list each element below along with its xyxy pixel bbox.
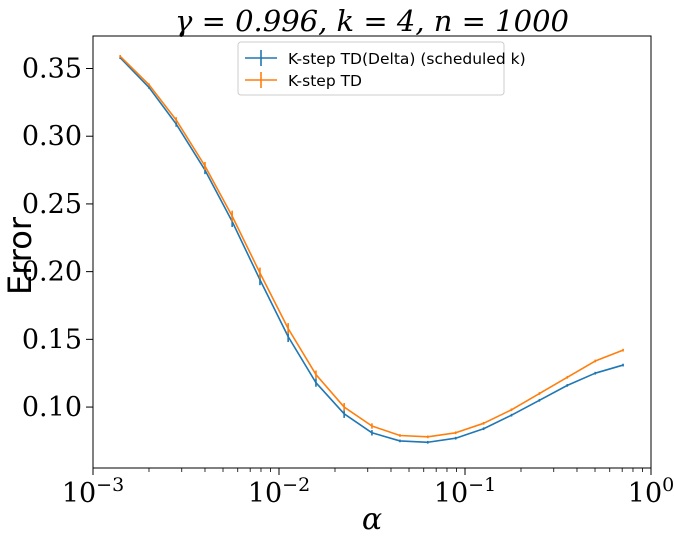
x-axis-label: α: [362, 502, 382, 537]
x-tick-label: 100: [628, 474, 674, 509]
plot-frame: [92, 35, 652, 469]
plot-series: [119, 54, 624, 444]
legend-label: K-step TD: [288, 72, 362, 90]
y-tick-label: 0.30: [22, 121, 82, 152]
y-axis-label: Error: [1, 216, 39, 295]
y-tick-label: 0.20: [22, 257, 82, 288]
axis-ticks: 0.10 0.15 0.20 0.25 0.30 0.35 10−3 10−2 10−1 100: [22, 54, 674, 509]
legend-box: [237, 41, 505, 96]
x-tick-label: 10−2: [248, 474, 310, 509]
x-tick-label: 10−3: [62, 474, 124, 509]
x-tick-label: 10−1: [434, 474, 496, 509]
y-tick-label: 0.35: [22, 54, 82, 85]
y-tick-label: 0.15: [22, 324, 82, 355]
legend-label: K-step TD(Delta) (scheduled k): [288, 50, 526, 68]
chart-title: γ = 0.996, k = 4, n = 1000: [175, 4, 569, 38]
legend: K-step TD(Delta) (scheduled k) K-step TD: [237, 41, 526, 96]
y-tick-label: 0.25: [22, 189, 82, 220]
y-tick-label: 0.10: [22, 392, 82, 423]
